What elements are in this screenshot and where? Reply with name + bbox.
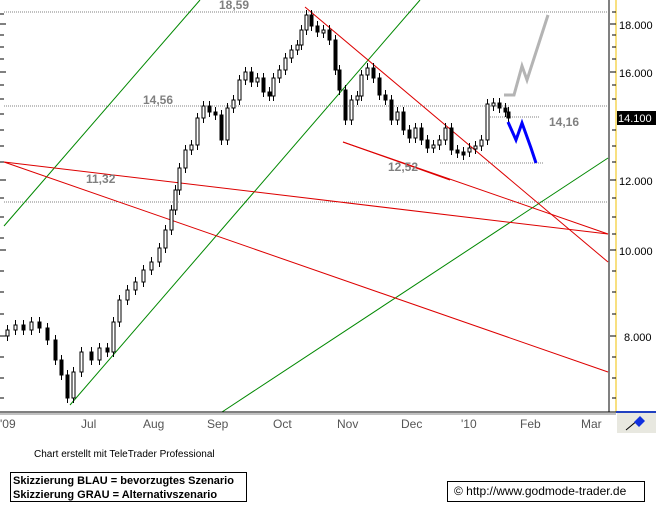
y-label-18000: 18.000	[619, 20, 653, 32]
left-axis-ticks	[0, 13, 6, 399]
preferred-scenario-path	[506, 118, 538, 164]
plot-area	[0, 0, 610, 412]
chart-credit: Chart erstellt mit TeleTrader Profession…	[34, 449, 215, 460]
legend-blue: Skizzierung BLAU = bevorzugtes Szenario	[13, 475, 234, 487]
candlesticks	[5, 10, 511, 403]
support-trendlines	[3, 0, 609, 413]
x-label-09: '09	[0, 417, 16, 431]
x-label-10: '10	[461, 417, 477, 431]
drawing-tool-button[interactable]	[617, 413, 656, 433]
y-label-8000: 8.000	[624, 332, 652, 344]
x-label-sep: Sep	[207, 417, 229, 431]
x-label-feb: Feb	[520, 417, 541, 431]
price-chart: 18,59 14,56 14,16 12,52 11,32 18.000 16.…	[0, 0, 656, 433]
y-label-10000: 10.000	[619, 246, 653, 258]
current-price-badge	[617, 111, 656, 125]
label-11-32: 11,32	[86, 172, 116, 186]
label-12-52: 12,52	[388, 160, 418, 174]
flag-icon	[634, 416, 645, 427]
y-label-12000: 12.000	[619, 176, 653, 188]
legend-gray: Skizzierung GRAU = Alternativszenario	[13, 489, 218, 501]
long-term-resistance-line	[3, 161, 609, 373]
x-label-jul: Jul	[81, 417, 96, 431]
x-label-dec: Dec	[401, 417, 422, 431]
x-label-oct: Oct	[273, 417, 292, 431]
current-price-label: 14.100	[618, 113, 652, 125]
label-14-56: 14,56	[143, 93, 173, 107]
label-18-59: 18,59	[219, 0, 249, 12]
label-14-16: 14,16	[549, 115, 579, 129]
x-axis-labels: '09 Jul Aug Sep Oct Nov Dec '10 Feb Mar	[0, 417, 602, 431]
copyright-link[interactable]: © http://www.godmode-trader.de	[447, 481, 645, 502]
wedge-lower-line	[342, 141, 609, 235]
y-label-16000: 16.000	[619, 68, 653, 80]
right-axis-ticks	[610, 11, 616, 399]
x-label-aug: Aug	[143, 417, 164, 431]
x-label-mar: Mar	[581, 417, 602, 431]
x-label-nov: Nov	[337, 417, 358, 431]
alternative-scenario-path	[504, 14, 550, 97]
scenario-legend: Skizzierung BLAU = bevorzugtes Szenario …	[10, 472, 247, 502]
